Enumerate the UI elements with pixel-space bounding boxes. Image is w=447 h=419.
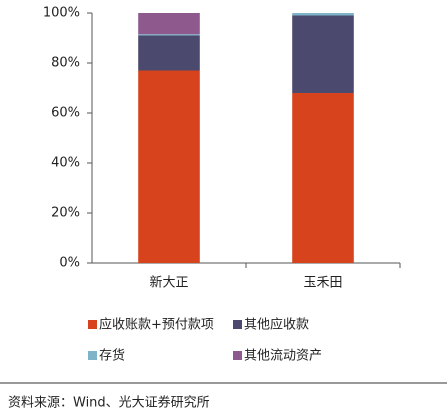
bar-segment <box>138 70 200 263</box>
bar-segment <box>292 13 354 16</box>
legend-swatch <box>233 351 242 360</box>
y-tick-label: 40% <box>51 156 80 171</box>
legend-swatch <box>88 351 97 360</box>
legend-label: 应收账款+预付款项 <box>99 317 214 333</box>
x-tick-label: 玉禾田 <box>303 276 342 291</box>
legend-label: 其他流动资产 <box>244 349 322 364</box>
legend-swatch <box>88 320 97 329</box>
y-tick-label: 60% <box>51 106 80 121</box>
bar-segment <box>292 93 354 263</box>
y-tick-label: 100% <box>43 6 80 21</box>
bar-segment <box>138 34 200 36</box>
y-tick-label: 80% <box>51 56 80 71</box>
legend-label: 存货 <box>99 348 125 364</box>
legend-label: 其他应收款 <box>244 317 309 333</box>
legend-swatch <box>233 320 242 329</box>
y-tick-label: 20% <box>51 206 80 221</box>
bar-segment <box>292 15 354 93</box>
x-tick-label: 新大正 <box>149 275 188 291</box>
bar-segment <box>138 13 200 35</box>
source: 资料来源：Wind、光大证券研究所 <box>8 395 210 411</box>
y-tick-label: 0% <box>59 256 80 271</box>
bar-segment <box>138 35 200 71</box>
